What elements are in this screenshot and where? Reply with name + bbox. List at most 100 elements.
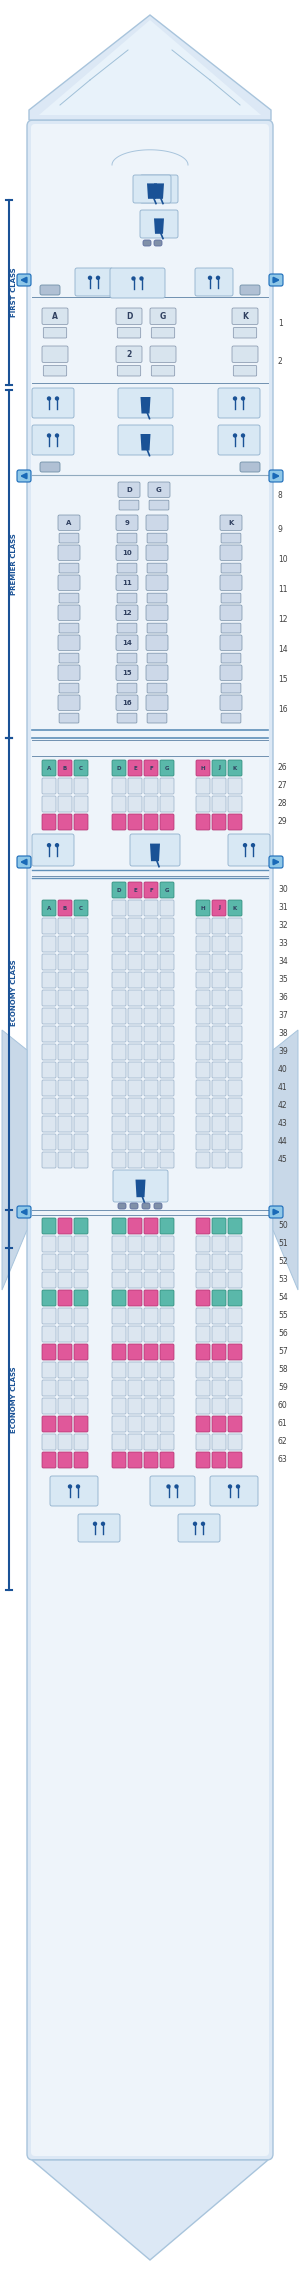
FancyBboxPatch shape — [116, 575, 138, 591]
FancyBboxPatch shape — [42, 1134, 56, 1150]
FancyBboxPatch shape — [40, 284, 60, 295]
FancyBboxPatch shape — [160, 795, 174, 811]
FancyBboxPatch shape — [212, 972, 226, 988]
FancyBboxPatch shape — [146, 695, 168, 711]
FancyBboxPatch shape — [144, 900, 158, 916]
Text: 15: 15 — [122, 670, 132, 675]
FancyBboxPatch shape — [160, 882, 174, 897]
Text: G: G — [160, 311, 166, 320]
FancyBboxPatch shape — [42, 1345, 56, 1361]
FancyBboxPatch shape — [110, 268, 165, 298]
Text: B: B — [63, 766, 67, 770]
FancyBboxPatch shape — [58, 1452, 72, 1468]
FancyBboxPatch shape — [196, 1218, 210, 1234]
FancyBboxPatch shape — [228, 795, 242, 811]
FancyBboxPatch shape — [17, 1206, 31, 1218]
Text: 50: 50 — [278, 1222, 288, 1231]
FancyBboxPatch shape — [74, 1236, 88, 1252]
FancyBboxPatch shape — [144, 795, 158, 811]
FancyBboxPatch shape — [58, 1097, 72, 1113]
FancyBboxPatch shape — [116, 345, 142, 364]
FancyBboxPatch shape — [212, 1345, 226, 1361]
FancyBboxPatch shape — [42, 1009, 56, 1025]
FancyBboxPatch shape — [112, 1327, 126, 1343]
FancyBboxPatch shape — [59, 684, 79, 693]
FancyBboxPatch shape — [112, 1379, 126, 1395]
FancyBboxPatch shape — [59, 563, 79, 573]
FancyBboxPatch shape — [228, 1116, 242, 1131]
Circle shape — [174, 1484, 179, 1488]
Text: A: A — [47, 766, 51, 770]
Text: 16: 16 — [278, 704, 288, 713]
Text: 55: 55 — [278, 1311, 288, 1320]
FancyBboxPatch shape — [228, 761, 242, 777]
FancyBboxPatch shape — [128, 1361, 142, 1379]
Text: ECONOMY CLASS: ECONOMY CLASS — [11, 1368, 17, 1434]
Circle shape — [131, 277, 136, 282]
FancyBboxPatch shape — [154, 241, 162, 245]
FancyBboxPatch shape — [117, 563, 137, 573]
FancyBboxPatch shape — [196, 936, 210, 952]
Text: 56: 56 — [278, 1329, 288, 1338]
Text: 27: 27 — [278, 782, 288, 791]
FancyBboxPatch shape — [196, 1079, 210, 1095]
FancyBboxPatch shape — [58, 634, 80, 650]
FancyBboxPatch shape — [233, 327, 257, 339]
Circle shape — [88, 275, 92, 279]
FancyBboxPatch shape — [58, 695, 80, 711]
FancyBboxPatch shape — [128, 954, 142, 970]
FancyBboxPatch shape — [196, 1379, 210, 1395]
Text: 53: 53 — [278, 1275, 288, 1284]
FancyBboxPatch shape — [74, 972, 88, 988]
FancyBboxPatch shape — [117, 366, 141, 375]
FancyBboxPatch shape — [212, 1272, 226, 1288]
FancyBboxPatch shape — [269, 857, 283, 868]
FancyBboxPatch shape — [128, 1254, 142, 1270]
FancyBboxPatch shape — [151, 327, 175, 339]
FancyBboxPatch shape — [42, 972, 56, 988]
FancyBboxPatch shape — [228, 1434, 242, 1450]
FancyBboxPatch shape — [196, 918, 210, 934]
FancyBboxPatch shape — [196, 1309, 210, 1325]
FancyBboxPatch shape — [212, 795, 226, 811]
FancyBboxPatch shape — [196, 1272, 210, 1288]
FancyBboxPatch shape — [212, 900, 226, 916]
Text: 63: 63 — [278, 1456, 288, 1465]
FancyBboxPatch shape — [117, 534, 137, 543]
FancyBboxPatch shape — [112, 761, 126, 777]
FancyBboxPatch shape — [42, 795, 56, 811]
Text: 40: 40 — [278, 1066, 288, 1075]
FancyBboxPatch shape — [74, 1415, 88, 1431]
FancyBboxPatch shape — [128, 900, 142, 916]
FancyBboxPatch shape — [128, 918, 142, 934]
Circle shape — [47, 395, 51, 400]
FancyBboxPatch shape — [128, 1009, 142, 1025]
FancyBboxPatch shape — [74, 1452, 88, 1468]
FancyBboxPatch shape — [218, 389, 260, 418]
Text: 9: 9 — [124, 520, 129, 525]
FancyBboxPatch shape — [160, 991, 174, 1006]
FancyBboxPatch shape — [160, 1309, 174, 1325]
FancyBboxPatch shape — [112, 900, 126, 916]
FancyBboxPatch shape — [74, 918, 88, 934]
Text: 8: 8 — [278, 491, 283, 500]
FancyBboxPatch shape — [228, 1345, 242, 1361]
FancyBboxPatch shape — [147, 623, 167, 634]
Polygon shape — [140, 398, 151, 414]
FancyBboxPatch shape — [220, 545, 242, 561]
FancyBboxPatch shape — [112, 1236, 126, 1252]
FancyBboxPatch shape — [42, 1361, 56, 1379]
FancyBboxPatch shape — [160, 1152, 174, 1168]
FancyBboxPatch shape — [58, 1415, 72, 1431]
FancyBboxPatch shape — [112, 1116, 126, 1131]
FancyBboxPatch shape — [228, 1397, 242, 1413]
FancyBboxPatch shape — [160, 1327, 174, 1343]
FancyBboxPatch shape — [42, 1434, 56, 1450]
FancyBboxPatch shape — [43, 366, 67, 375]
FancyBboxPatch shape — [144, 954, 158, 970]
FancyBboxPatch shape — [58, 761, 72, 777]
FancyBboxPatch shape — [147, 654, 167, 663]
FancyBboxPatch shape — [58, 1236, 72, 1252]
Circle shape — [241, 395, 245, 400]
FancyBboxPatch shape — [196, 1045, 210, 1061]
